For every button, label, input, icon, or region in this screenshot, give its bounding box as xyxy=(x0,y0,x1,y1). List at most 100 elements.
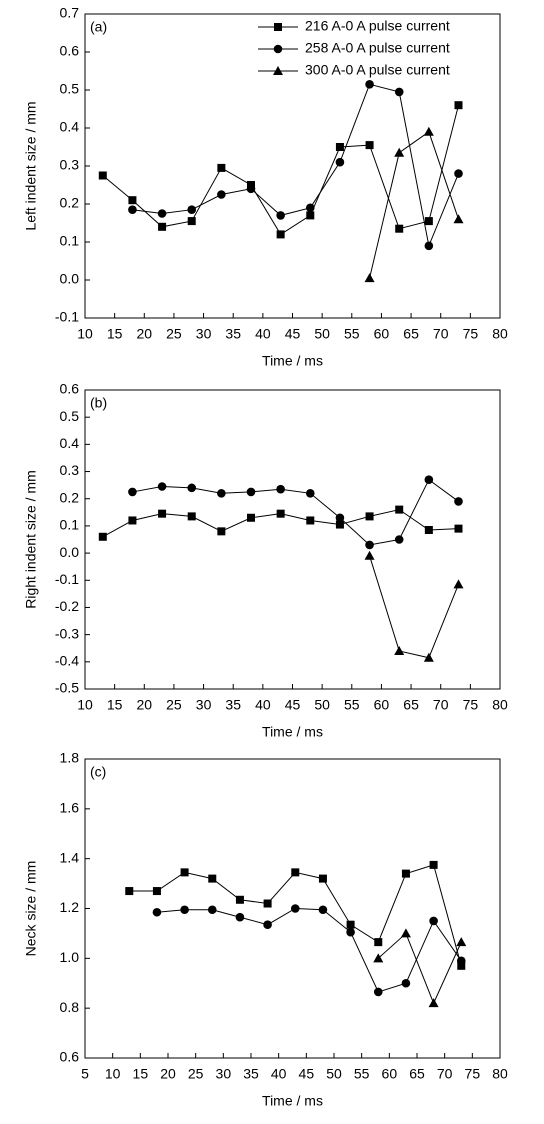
y-tick-label: -0.5 xyxy=(55,680,79,696)
data-point xyxy=(305,203,315,213)
x-tick-label: 55 xyxy=(344,326,360,342)
y-tick-label: 0.6 xyxy=(60,381,80,397)
data-point xyxy=(453,579,464,589)
y-tick-label: 0.1 xyxy=(60,517,80,533)
data-point xyxy=(346,927,355,937)
y-tick-label: 0.4 xyxy=(60,119,80,135)
y-axis-label: Right indent size / mm xyxy=(23,470,39,609)
data-point xyxy=(158,222,167,231)
data-point xyxy=(454,497,463,506)
data-point xyxy=(374,938,383,947)
data-point xyxy=(235,895,244,904)
x-tick-label: 75 xyxy=(463,326,479,342)
data-point xyxy=(429,860,438,869)
data-point xyxy=(263,920,272,929)
data-point xyxy=(152,907,162,917)
data-point xyxy=(424,241,434,251)
x-tick-label: 25 xyxy=(166,697,182,713)
data-point xyxy=(456,937,467,947)
data-point xyxy=(424,217,433,226)
x-tick-label: 65 xyxy=(403,697,419,713)
plot-frame xyxy=(84,13,501,319)
data-point xyxy=(424,475,434,485)
y-tick-label: 0.5 xyxy=(60,81,80,97)
data-point xyxy=(98,532,107,541)
x-tick-label: 60 xyxy=(374,697,390,713)
panel-label: (a) xyxy=(90,19,107,35)
data-point xyxy=(453,214,464,224)
x-tick-label: 20 xyxy=(136,697,152,713)
x-tick-label: 55 xyxy=(354,1066,370,1082)
data-point xyxy=(291,868,300,877)
y-tick-label: 1.6 xyxy=(60,800,80,816)
data-point xyxy=(394,535,404,544)
y-axis-label: Neck size / mm xyxy=(23,861,39,957)
x-tick-label: 20 xyxy=(160,1066,176,1082)
y-tick-label: -0.2 xyxy=(55,598,79,614)
x-tick-label: 75 xyxy=(463,697,479,713)
y-tick-label: 0.6 xyxy=(60,1049,80,1065)
x-tick-label: 80 xyxy=(492,697,508,713)
data-point xyxy=(373,987,383,997)
data-point xyxy=(335,513,345,523)
x-tick-label: 60 xyxy=(374,326,390,342)
x-tick-label: 65 xyxy=(409,1066,425,1082)
y-axis-label: Left indent size / mm xyxy=(23,101,39,230)
data-point xyxy=(276,211,285,220)
y-tick-label: 1.4 xyxy=(60,849,80,865)
series-line xyxy=(129,864,462,966)
data-point xyxy=(454,169,463,178)
x-axis-label: Time / ms xyxy=(262,724,323,740)
data-point xyxy=(187,217,196,226)
x-tick-label: 50 xyxy=(314,326,330,342)
x-tick-label: 15 xyxy=(133,1066,149,1082)
legend-marker xyxy=(274,23,282,31)
x-tick-label: 45 xyxy=(285,326,301,342)
data-point xyxy=(346,920,355,929)
series-line xyxy=(156,907,462,993)
y-tick-label: 0.2 xyxy=(60,195,80,211)
y-tick-label: -0.1 xyxy=(55,571,79,587)
data-point xyxy=(306,516,315,525)
x-tick-label: 35 xyxy=(225,697,241,713)
x-tick-label: 75 xyxy=(465,1066,481,1082)
x-tick-label: 10 xyxy=(77,326,93,342)
x-tick-label: 25 xyxy=(188,1066,204,1082)
data-point xyxy=(187,512,196,521)
x-tick-label: 80 xyxy=(492,326,508,342)
x-tick-label: 15 xyxy=(107,326,123,342)
y-tick-label: 0.8 xyxy=(60,999,80,1015)
data-point xyxy=(394,87,404,97)
x-tick-label: 10 xyxy=(105,1066,121,1082)
series-line xyxy=(377,932,462,1005)
data-point xyxy=(365,141,374,150)
x-tick-label: 70 xyxy=(437,1066,453,1082)
data-point xyxy=(373,953,384,963)
data-point xyxy=(152,887,161,896)
data-point xyxy=(454,524,463,533)
data-point xyxy=(335,520,344,529)
x-tick-label: 40 xyxy=(271,1066,287,1082)
data-point xyxy=(128,196,137,205)
y-tick-label: 0.7 xyxy=(60,5,80,21)
x-tick-label: 55 xyxy=(344,697,360,713)
data-point xyxy=(318,905,328,915)
data-point xyxy=(180,868,189,877)
data-point xyxy=(246,184,256,194)
data-point xyxy=(400,928,411,938)
data-point xyxy=(429,916,438,926)
x-tick-label: 5 xyxy=(81,1066,89,1082)
data-point xyxy=(217,163,226,172)
data-point xyxy=(457,961,466,970)
x-axis-label: Time / ms xyxy=(262,1093,323,1109)
y-tick-label: 0.6 xyxy=(60,43,80,59)
data-point xyxy=(98,171,107,180)
y-tick-label: 0.3 xyxy=(60,462,80,478)
y-tick-label: -0.4 xyxy=(55,653,79,669)
data-point xyxy=(208,874,217,883)
x-tick-label: 30 xyxy=(196,697,212,713)
data-point xyxy=(424,525,433,534)
x-tick-label: 10 xyxy=(77,697,93,713)
series-line xyxy=(132,478,459,546)
